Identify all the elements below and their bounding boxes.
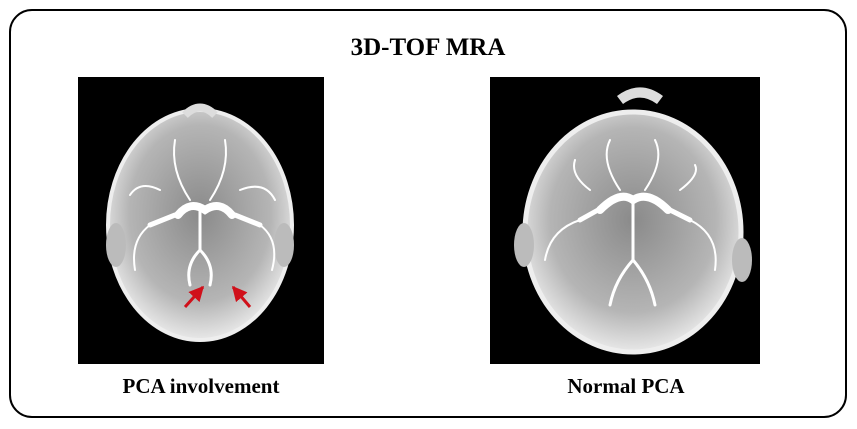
panel-caption: PCA involvement [123,374,280,398]
panel-caption: Normal PCA [567,374,685,398]
figure-title: 3D-TOF MRA [351,34,506,61]
mra-image-right [490,77,760,364]
mra-image-left [78,77,324,364]
